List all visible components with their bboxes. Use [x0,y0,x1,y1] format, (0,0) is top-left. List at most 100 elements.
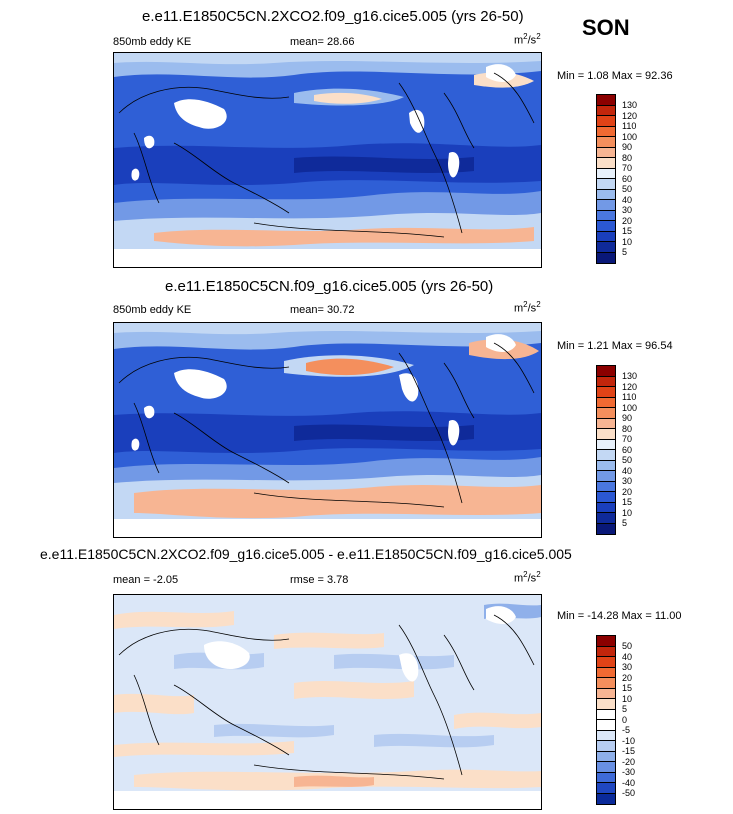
panel2-colorbar-tick: 20 [622,486,633,497]
panel1-colorbar [596,94,616,264]
panel3-colorbar-tick: 0 [622,714,628,725]
panel3-colorbar-tick: 15 [622,683,633,693]
season-label: SON [582,15,630,40]
panel2-colorbar-bin [597,408,615,419]
panel2-colorbar-bin [597,366,615,377]
panel2-title: e.e11.E1850C5CN.f09_g16.cice5.005 (yrs 2… [165,278,494,295]
panel2-minmax: Min = 1.21 Max = 96.54 [557,340,673,352]
panel3-colorbar-tick: -50 [622,788,636,798]
panel2-colorbar-tick: 130 [622,371,638,381]
panel2-colorbar-tick: 5 [622,518,628,528]
panel2-colorbar-tick: 120 [622,381,638,392]
panel1-colorbar-tick: 10 [622,236,633,247]
panel1-colorbar-tick: 40 [622,194,633,205]
panel3-colorbar-bin [597,709,615,720]
panel3-colorbar-tick: 5 [622,704,628,714]
panel2-colorbar-bin [597,492,615,503]
panel2-colorbar-tick: 50 [622,455,633,465]
panel2-colorbar-bin [597,418,615,429]
panel2-colorbar-bin [597,460,615,471]
panel1-colorbar-tick: 30 [622,205,633,215]
panel2-colorbar-tick: 100 [622,402,638,413]
panel3-colorbar-tick: 40 [622,651,633,662]
panel3-colorbar-bin [597,688,615,699]
panel2-colorbar-bin [597,471,615,482]
panel1-minmax: Min = 1.08 Max = 92.36 [557,70,673,82]
panel1-title: e.e11.E1850C5CN.2XCO2.f09_g16.cice5.005 … [142,8,524,25]
panel1-colorbar-bin [597,210,615,221]
panel3-map [113,594,542,810]
panel3-colorbar-tick: -40 [622,777,636,788]
panel3-colorbar-bin [597,678,615,689]
panel1-colorbar-bin [597,105,615,116]
panel1-colorbar-tick: 130 [622,100,638,110]
panel3-units: m2/s2 [514,570,541,585]
panel1-colorbar-bin [597,147,615,158]
panel3-colorbar-tick: 50 [622,641,633,651]
panel2-map-field [114,323,541,537]
panel2-left-label: 850mb eddy KE [113,304,192,316]
panel1-colorbar-tick: 15 [622,226,633,236]
panel2-colorbar-bin [597,439,615,450]
panel2-colorbar-tick: 80 [622,423,633,434]
panel3-colorbar-tick: 10 [622,693,633,704]
panel1-colorbar-tick: 90 [622,142,633,152]
panel1-units: m2/s2 [514,32,541,47]
panel1-colorbar-tick: 100 [622,131,638,142]
panel2-colorbar-bin [597,450,615,461]
panel3-colorbar-tick: -5 [622,725,631,735]
panel3-colorbar-bin [597,667,615,678]
panel3-colorbar-bin [597,730,615,741]
panel3-colorbar-tick: 30 [622,662,633,672]
panel1-colorbar-tick: 120 [622,110,638,121]
panel2-colorbar-tick: 70 [622,434,633,444]
panel3-colorbar [596,635,616,805]
panel1-left-label: 850mb eddy KE [113,36,192,48]
panel3-colorbar-bin [597,783,615,794]
panel2-colorbar-tick: 15 [622,497,633,507]
panel1-map-field [114,53,541,267]
panel1-colorbar-bin [597,168,615,179]
panel3-colorbar-bin [597,741,615,752]
panel2-map [113,322,542,538]
panel3-map-field [114,595,541,809]
panel3-colorbar-bin [597,751,615,762]
panel2-colorbar-bin [597,502,615,513]
panel1-colorbar-bin [597,231,615,242]
panel3-colorbar-bin [597,720,615,731]
panel1-colorbar-bin [597,200,615,211]
panel2-colorbar-tick: 60 [622,444,633,455]
panel1-colorbar-bin [597,189,615,200]
panel3-colorbar-bin [597,772,615,783]
panel3-colorbar-tick: -15 [622,746,636,756]
panel2-units: m2/s2 [514,300,541,315]
panel2-colorbar-tick: 40 [622,465,633,476]
panel2-colorbar-bin [597,376,615,387]
panel2-colorbar-tick: 110 [622,392,637,402]
panel2-colorbar-tick: 10 [622,507,633,518]
panel3-rmse: rmse = 3.78 [290,574,349,586]
panel2-colorbar-bin [597,481,615,492]
panel2-colorbar-bin [597,429,615,440]
panel3-colorbar-bin [597,646,615,657]
panel1-colorbar-bin [597,179,615,190]
panel1-colorbar-tick: 70 [622,163,633,173]
panel3-title: e.e11.E1850C5CN.2XCO2.f09_g16.cice5.005 … [40,546,572,562]
panel2-colorbar-bin [597,523,615,534]
panel3-colorbar-bin [597,657,615,668]
panel3-colorbar-bin [597,636,615,647]
panel2-colorbar-bin [597,513,615,524]
panel1-colorbar-tick: 20 [622,215,633,226]
panel1-colorbar-bin [597,242,615,253]
panel1-colorbar-tick: 80 [622,152,633,163]
panel1-colorbar-tick: 60 [622,173,633,184]
panel3-colorbar-bin [597,699,615,710]
panel3-colorbar-tick: -30 [622,767,636,777]
panel1-map [113,52,542,268]
panel2-colorbar-tick: 90 [622,413,633,423]
panel1-colorbar-tick: 50 [622,184,633,194]
panel1-colorbar-bin [597,221,615,232]
panel3-mean: mean = -2.05 [113,574,179,586]
panel3-colorbar-bin [597,793,615,804]
panel3-colorbar-tick: 20 [622,672,633,683]
